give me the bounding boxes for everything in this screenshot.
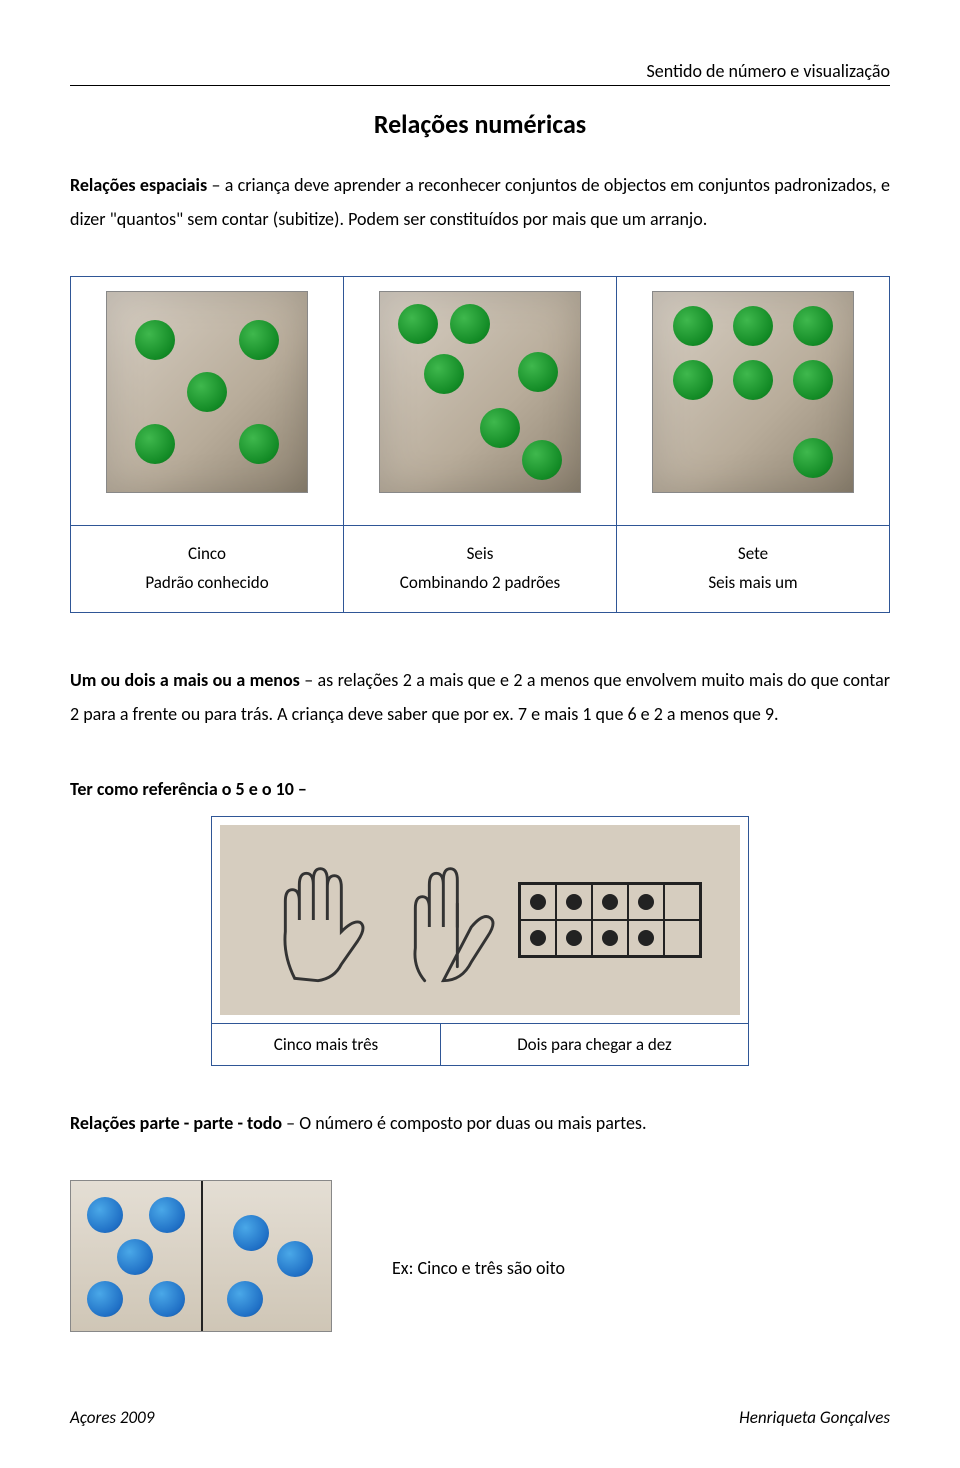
card-cinco-image [106,291,308,493]
running-header: Sentido de número e visualização [70,60,890,86]
para-more-less: Um ou dois a mais ou a menos – as relaçõ… [70,663,890,731]
pattern-cards-table: Cinco Padrão conhecido Seis Combinando 2… [70,276,890,613]
para3-lead: Relações parte - parte - todo [70,1112,282,1134]
card-sete [617,277,890,526]
caption-cinco-2: Padrão conhecido [85,569,329,598]
caption-seis: Seis Combinando 2 padrões [344,526,617,613]
caption-cinco: Cinco Padrão conhecido [71,526,344,613]
footer-right: Henriqueta Gonçalves [739,1407,890,1428]
caption-seis-2: Combinando 2 padrões [358,569,602,598]
domino-wrap [70,1180,332,1337]
para2-lead: Um ou dois a mais ou a menos [70,669,300,691]
hand-label-left: Cinco mais três [212,1023,441,1065]
card-cinco [71,277,344,526]
card-sete-image [652,291,854,493]
footer-left: Açores 2009 [70,1407,154,1428]
hands-figure-cell [212,816,749,1023]
intro-paragraph: Relações espaciais – a criança deve apre… [70,168,890,236]
footer: Açores 2009 Henriqueta Gonçalves [70,1407,890,1428]
example-text: Ex: Cinco e três são oito [392,1257,565,1279]
hand-right-icon [388,850,508,990]
hands-figure [218,823,742,1017]
caption-sete-2: Seis mais um [631,569,875,598]
hand-label-right: Dois para chegar a dez [440,1023,748,1065]
caption-seis-1: Seis [358,540,602,569]
caption-sete: Sete Seis mais um [617,526,890,613]
card-seis [344,277,617,526]
card-seis-image [379,291,581,493]
domino-image [70,1180,332,1332]
para3-rest: – O número é composto por duas ou mais p… [282,1112,646,1134]
caption-cinco-1: Cinco [85,540,329,569]
intro-lead: Relações espaciais [70,174,207,196]
para-part-whole: Relações parte - parte - todo – O número… [70,1106,890,1140]
hands-table: Cinco mais três Dois para chegar a dez [211,816,749,1066]
page-title: Relações numéricas [70,108,890,140]
example-block: Ex: Cinco e três são oito [70,1180,890,1357]
para-reference: Ter como referência o 5 e o 10 – [70,772,890,806]
ref-bold: Ter como referência o 5 e o 10 – [70,778,307,800]
caption-sete-1: Sete [631,540,875,569]
hand-left-icon [258,850,378,990]
ten-frame [518,882,702,958]
